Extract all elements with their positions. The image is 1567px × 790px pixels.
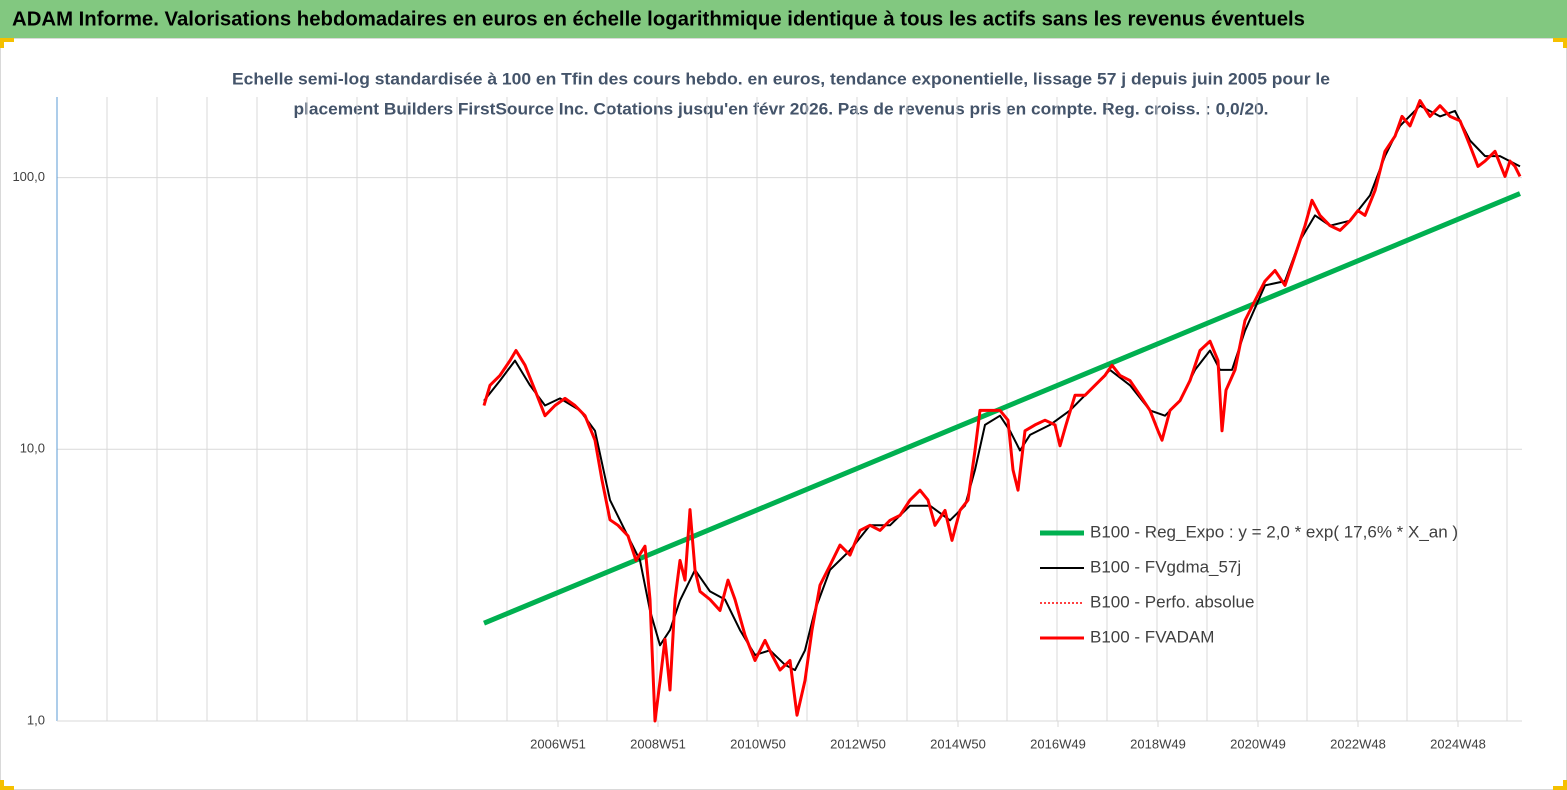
- y-tick-label: 10,0: [20, 441, 45, 456]
- y-tick-label: 1,0: [27, 712, 45, 727]
- x-tick-label: 2006W51: [530, 736, 586, 751]
- legend-label: B100 - FVgdma_57j: [1090, 557, 1241, 576]
- legend-label: B100 - Perfo. absolue: [1090, 592, 1254, 611]
- chart-subtitle: placement Builders FirstSource Inc. Cota…: [294, 99, 1269, 118]
- legend-label: B100 - FVADAM: [1090, 627, 1214, 646]
- chart-subtitle: Echelle semi-log standardisée à 100 en T…: [232, 69, 1330, 88]
- x-tick-label: 2014W50: [930, 736, 986, 751]
- x-tick-label: 2012W50: [830, 736, 886, 751]
- y-tick-label: 100,0: [12, 169, 45, 184]
- chart-title: ADAM Informe. Valorisations hebdomadaire…: [12, 8, 1305, 30]
- x-tick-label: 2016W49: [1030, 736, 1086, 751]
- x-tick-label: 2010W50: [730, 736, 786, 751]
- series-line: [483, 99, 1521, 722]
- x-tick-label: 2008W51: [630, 736, 686, 751]
- series-line: [483, 191, 1521, 626]
- x-tick-label: 2024W48: [1430, 736, 1486, 751]
- x-tick-label: 2022W48: [1330, 736, 1386, 751]
- legend-label: B100 - Reg_Expo : y = 2,0 * exp( 17,6% *…: [1090, 522, 1458, 541]
- x-tick-label: 2020W49: [1230, 736, 1286, 751]
- chart-frame: [0, 38, 1567, 790]
- x-tick-label: 2018W49: [1130, 736, 1186, 751]
- title-banner: [0, 0, 1567, 38]
